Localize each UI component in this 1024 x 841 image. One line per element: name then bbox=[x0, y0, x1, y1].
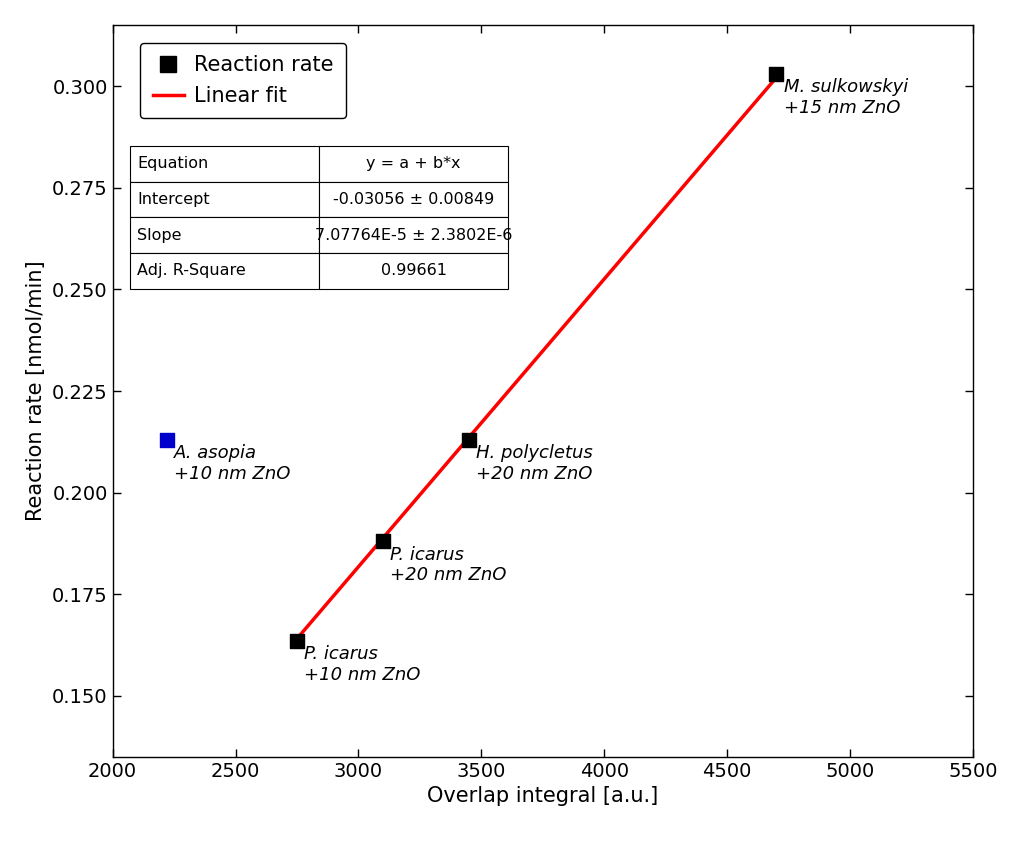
Point bbox=[461, 433, 477, 447]
Text: P. icarus
+20 nm ZnO: P. icarus +20 nm ZnO bbox=[390, 546, 507, 584]
X-axis label: Overlap integral [a.u.]: Overlap integral [a.u.] bbox=[427, 786, 658, 807]
Text: M. sulkowskyi
+15 nm ZnO: M. sulkowskyi +15 nm ZnO bbox=[783, 78, 908, 117]
Text: P. icarus
+10 nm ZnO: P. icarus +10 nm ZnO bbox=[304, 645, 421, 684]
Legend: Reaction rate, Linear fit: Reaction rate, Linear fit bbox=[140, 43, 346, 119]
Point bbox=[768, 67, 784, 81]
Y-axis label: Reaction rate [nmol/min]: Reaction rate [nmol/min] bbox=[27, 261, 46, 521]
Point bbox=[375, 535, 391, 548]
Text: H. polycletus
+20 nm ZnO: H. polycletus +20 nm ZnO bbox=[476, 444, 593, 483]
Text: A. asopia
+10 nm ZnO: A. asopia +10 nm ZnO bbox=[174, 444, 291, 483]
Point bbox=[289, 634, 305, 648]
Point bbox=[159, 433, 175, 447]
